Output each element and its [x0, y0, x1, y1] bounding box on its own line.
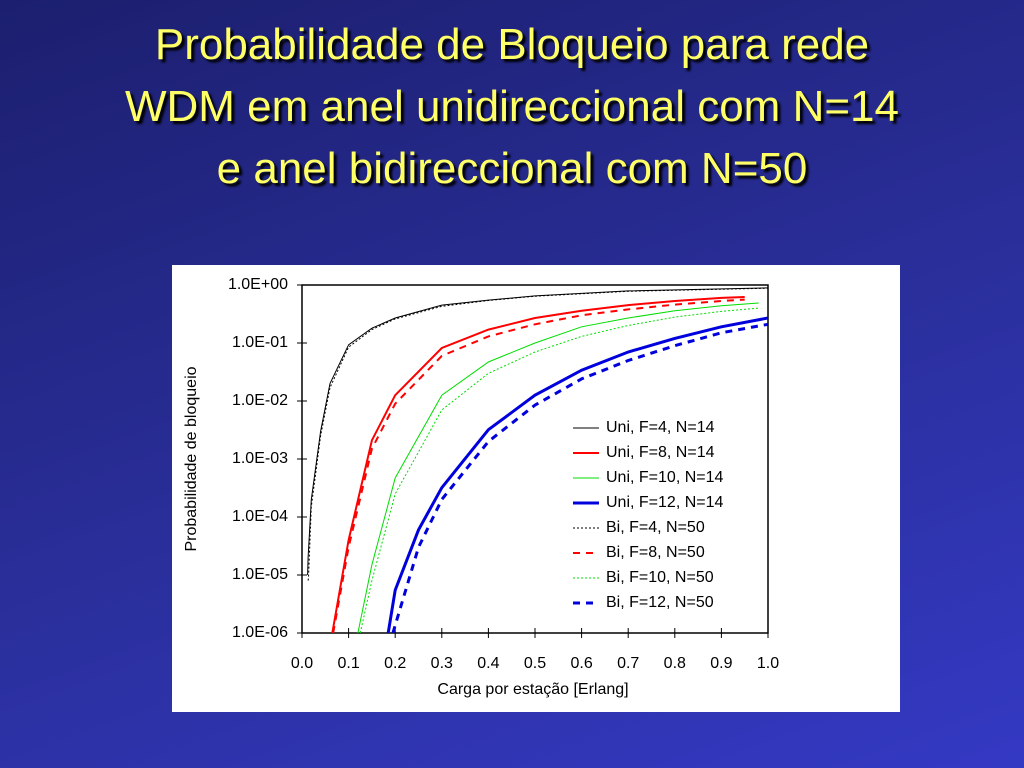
slide-title: Probabilidade de Bloqueio para rede WDM …	[0, 14, 1024, 200]
chart: Carga por estação [Erlang] Probabilidade…	[183, 276, 779, 698]
series-line	[331, 296, 745, 633]
x-tick-label: 0.6	[570, 655, 592, 672]
legend-label: Uni, F=10, N=14	[606, 469, 724, 486]
y-tick-label: 1.0E-02	[232, 392, 288, 409]
legend-label: Bi, F=12, N=50	[606, 594, 714, 611]
series-line	[386, 316, 768, 633]
series-line	[391, 322, 768, 633]
x-tick-label: 0.8	[664, 655, 686, 672]
title-line: WDM em anel unidireccional com N=14	[125, 82, 899, 131]
x-tick-label: 0.7	[617, 655, 639, 672]
y-tick-label: 1.0E+00	[228, 276, 288, 293]
x-axis-label: Carga por estação [Erlang]	[437, 681, 628, 698]
series-line	[307, 287, 768, 576]
y-tick-label: 1.0E-06	[232, 624, 288, 641]
legend-label: Bi, F=4, N=50	[606, 519, 705, 536]
x-tick-label: 0.1	[337, 655, 359, 672]
x-tick-label: 0.3	[431, 655, 453, 672]
y-axis-label: Probabilidade de bloqueio	[183, 366, 200, 551]
x-tick-label: 1.0	[757, 655, 779, 672]
chart-panel: Carga por estação [Erlang] Probabilidade…	[172, 265, 900, 712]
series-line	[332, 298, 745, 633]
x-tick-label: 0.0	[291, 655, 313, 672]
title-line: Probabilidade de Bloqueio para rede	[154, 20, 870, 69]
x-tick-label: 0.2	[384, 655, 406, 672]
x-tick-label: 0.5	[524, 655, 546, 672]
y-tick-label: 1.0E-04	[232, 508, 288, 525]
title-line: e anel bidireccional com N=50	[216, 144, 808, 193]
series-line	[307, 287, 768, 581]
series-line	[359, 307, 759, 633]
y-tick-label: 1.0E-05	[232, 566, 288, 583]
series-line	[357, 302, 759, 633]
x-tick-label: 0.4	[477, 655, 499, 672]
legend-label: Bi, F=8, N=50	[606, 544, 705, 561]
legend-label: Bi, F=10, N=50	[606, 569, 714, 586]
y-tick-label: 1.0E-01	[232, 334, 288, 351]
legend-label: Uni, F=8, N=14	[606, 444, 715, 461]
x-tick-label: 0.9	[710, 655, 732, 672]
legend-label: Uni, F=12, N=14	[606, 494, 724, 511]
y-tick-label: 1.0E-03	[232, 450, 288, 467]
legend-label: Uni, F=4, N=14	[606, 419, 715, 436]
